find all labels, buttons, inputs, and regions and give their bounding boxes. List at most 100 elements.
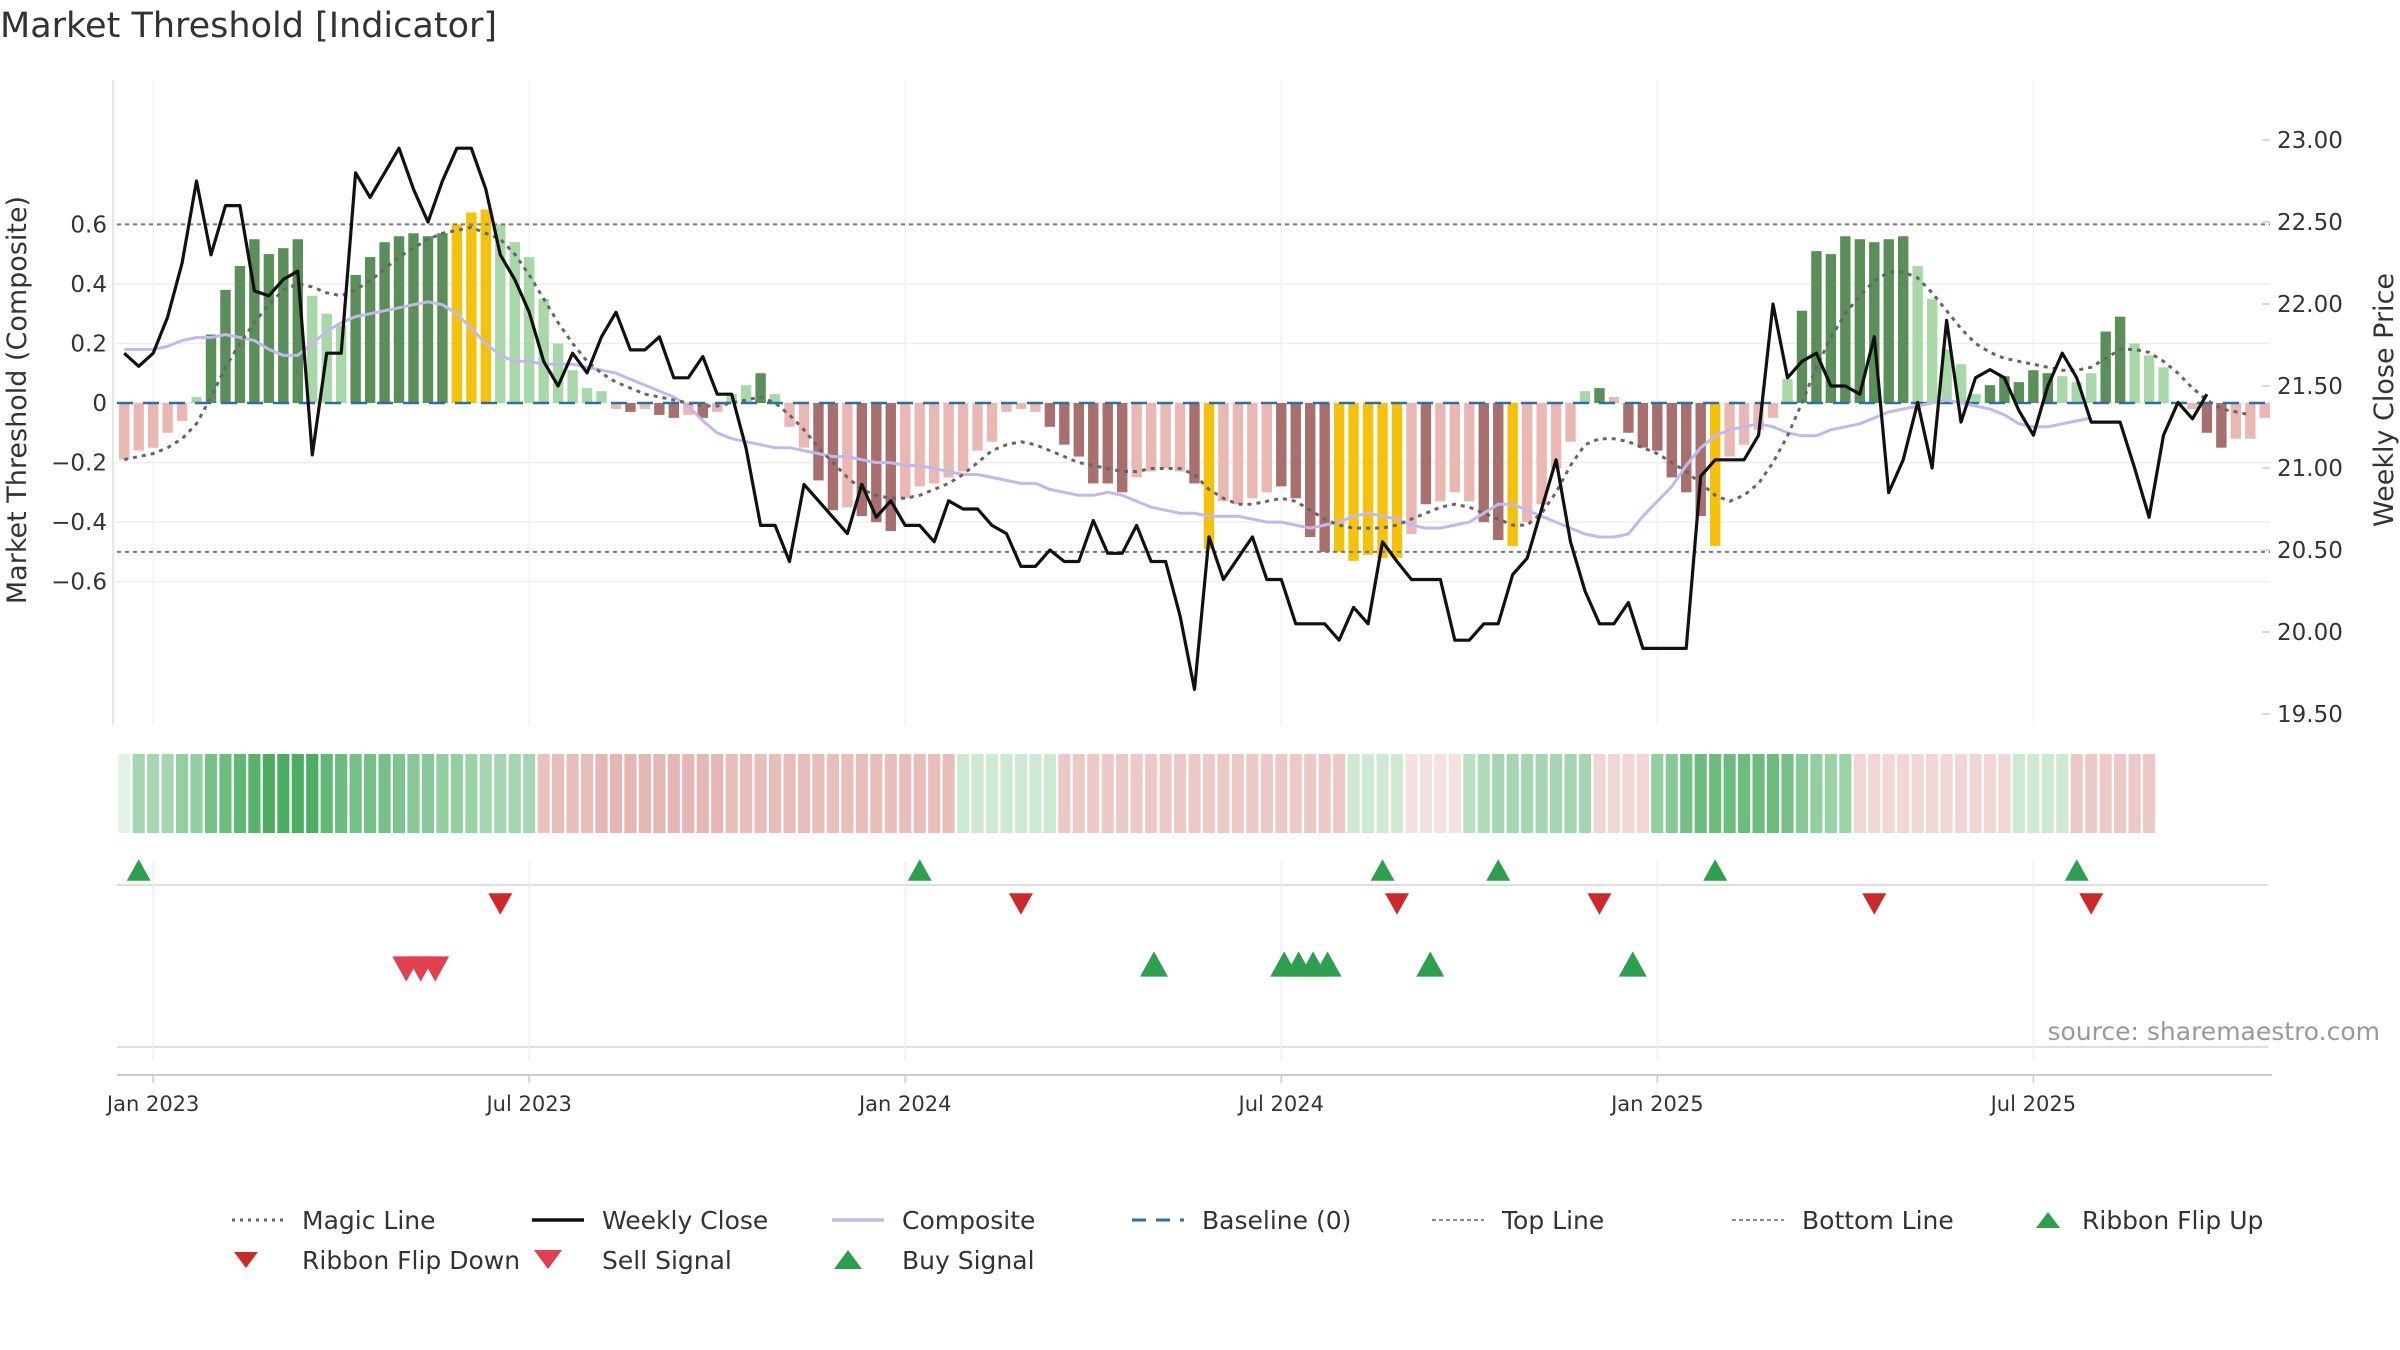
legend-item-bottom-line: Bottom Line — [1730, 1206, 2030, 1235]
composite-bar — [2143, 355, 2155, 403]
composite-bar — [1464, 403, 1475, 502]
ribbon-cell — [1911, 754, 1924, 833]
composite-bar — [1825, 254, 1837, 403]
composite-bar — [1652, 403, 1663, 451]
legend-item-buy-signal: Buy Signal — [830, 1246, 1130, 1275]
composite-bar — [1565, 403, 1576, 442]
y-tick-label: 0.6 — [70, 212, 107, 238]
triangle-down-icon — [234, 1252, 258, 1268]
composite-bar — [1695, 403, 1706, 517]
composite-bar — [784, 403, 795, 427]
chart-title: Market Threshold [Indicator] — [0, 6, 498, 46]
ribbon-cell — [1217, 754, 1230, 833]
ribbon-cell — [2070, 754, 2083, 833]
composite-bar — [813, 403, 824, 481]
ribbon-flip-up-marker — [2064, 859, 2089, 881]
composite-bar — [1102, 403, 1113, 484]
ribbon-cell — [696, 754, 709, 833]
y2-tick-label: 21.50 — [2277, 374, 2343, 400]
ribbon-cell — [1593, 754, 1606, 833]
ribbon-cell — [1275, 754, 1288, 833]
legend-item-ribbon-flip-down: Ribbon Flip Down — [230, 1246, 530, 1275]
ribbon-cell — [609, 754, 623, 833]
ribbon-cell — [783, 754, 796, 833]
y2-tick-label: 20.00 — [2277, 620, 2343, 646]
composite-bar — [972, 403, 983, 451]
composite-bar — [1030, 403, 1041, 412]
ribbon-cell — [899, 754, 912, 833]
ribbon-flip-down-marker — [1862, 893, 1887, 915]
ribbon-cell — [2114, 754, 2127, 833]
composite-bar — [234, 266, 246, 403]
composite-bar — [1073, 403, 1085, 457]
composite-bar — [1623, 403, 1634, 433]
composite-bar — [2245, 403, 2256, 439]
composite-bar — [1970, 394, 1981, 403]
composite-bar — [1912, 266, 1923, 403]
y2-tick-label: 20.50 — [2277, 538, 2343, 564]
ribbon-cell — [204, 754, 218, 833]
ribbon-cell — [277, 754, 290, 833]
buy-signal-marker — [1416, 951, 1445, 977]
y-tick-label: 0 — [92, 391, 107, 417]
ribbon-cell — [1853, 754, 1866, 833]
composite-bar — [769, 394, 781, 403]
composite-bar — [2187, 403, 2198, 409]
ribbon-cell — [479, 754, 492, 833]
ribbon-cell — [552, 754, 565, 833]
composite-bar — [914, 403, 925, 487]
composite-bar — [1782, 379, 1793, 403]
chart-legend: Magic Line Weekly Close Composite Baseli… — [230, 1200, 2390, 1280]
composite-bar — [176, 403, 188, 421]
composite-bar — [1449, 403, 1461, 493]
composite-bar — [2129, 343, 2140, 403]
composite-bar — [1999, 376, 2010, 403]
ribbon-cell — [1578, 754, 1592, 833]
composite-bar — [1941, 349, 1952, 403]
ribbon-cell — [450, 754, 463, 833]
ribbon-cell — [494, 754, 507, 833]
composite-bar — [1666, 403, 1677, 478]
ribbon-cell — [1014, 754, 1028, 833]
legend-label: Ribbon Flip Up — [2082, 1205, 2264, 1235]
ribbon-cell — [1550, 754, 1563, 833]
composite-bar — [1579, 391, 1591, 403]
composite-bar — [1145, 403, 1157, 472]
ribbon-cell — [421, 754, 435, 833]
composite-bar — [1550, 403, 1562, 469]
ribbon-cell — [2085, 754, 2098, 833]
ribbon-cell — [1940, 754, 1953, 833]
y-axis-label: Market Threshold (Composite) — [2, 196, 33, 604]
ribbon-cell — [1868, 754, 1881, 833]
composite-bar — [755, 373, 766, 403]
legend-label: Magic Line — [302, 1205, 436, 1235]
ribbon-cell — [1058, 754, 1071, 833]
ribbon-cell — [1651, 754, 1664, 833]
ribbon-cell — [957, 754, 970, 833]
composite-bar — [1160, 403, 1171, 469]
composite-bar — [2057, 376, 2068, 403]
ribbon-cell — [682, 754, 695, 833]
ribbon-cell — [349, 754, 362, 833]
legend-label: Weekly Close — [602, 1205, 769, 1235]
ribbon-cell — [1506, 754, 1519, 833]
composite-bar — [928, 403, 940, 484]
ribbon-cell — [740, 754, 753, 833]
ribbon-cell — [1535, 754, 1548, 833]
ribbon-cell — [1448, 754, 1461, 833]
composite-bar — [422, 236, 434, 403]
legend-item-baseline: Baseline (0) — [1130, 1206, 1430, 1235]
ribbon-cell — [1622, 754, 1635, 833]
ribbon-cell — [1694, 754, 1707, 833]
ribbon-cell — [1333, 754, 1346, 833]
ribbon-cell — [928, 754, 941, 833]
ribbon-cell — [465, 754, 478, 833]
y2-tick-label: 19.50 — [2277, 702, 2343, 728]
composite-bar — [1247, 403, 1258, 499]
ribbon-cell — [1897, 754, 1910, 833]
ribbon-cell — [1665, 754, 1678, 833]
composite-bar — [1276, 403, 1287, 487]
composite-bar — [1608, 397, 1620, 403]
ribbon-cell — [1680, 754, 1693, 833]
composite-bar — [567, 370, 578, 403]
